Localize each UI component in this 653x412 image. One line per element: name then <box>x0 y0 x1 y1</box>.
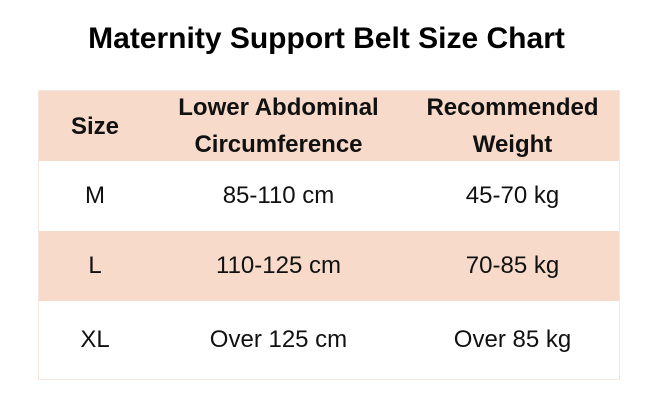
table-cell: 110-125 cm <box>151 231 406 301</box>
header-cell: Size <box>39 91 151 161</box>
table-cell: L <box>39 231 151 301</box>
table-cell: XL <box>80 326 110 353</box>
table-cell: M <box>85 182 105 209</box>
header-cell: Recommended Weight <box>406 91 619 161</box>
size-table: Size Lower Abdominal Circumference Recomme… <box>38 90 620 380</box>
table-cell: 85-110 cm <box>222 182 335 209</box>
title: Maternity Support Belt Size Chart <box>88 22 565 55</box>
table-cell: Over 125 cm <box>209 326 348 353</box>
table-cell: Over 85 kg <box>453 326 572 353</box>
table-cell: 45-70 kg <box>465 182 560 209</box>
header-cell: Lower Abdominal Circumference <box>151 91 406 161</box>
table-cell: 70-85 kg <box>406 231 619 301</box>
